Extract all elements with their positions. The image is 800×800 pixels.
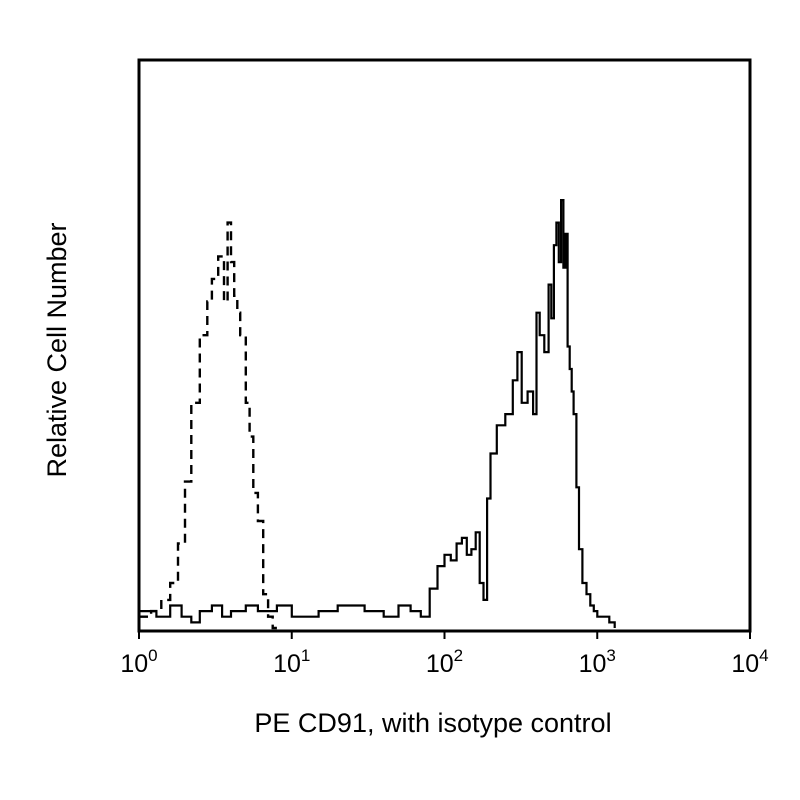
x-tick-label: 104 [731, 646, 768, 678]
x-tick-label: 100 [120, 646, 157, 678]
isotype-control-histogram [139, 221, 277, 630]
x-tick-label: 103 [579, 646, 616, 678]
x-tick-label: 101 [273, 646, 310, 678]
series-layer [139, 199, 616, 630]
x-tick-label: 102 [426, 646, 463, 678]
x-axis-label: PE CD91, with isotype control [254, 708, 611, 738]
x-axis-ticks: 100 101 102 103 104 [120, 631, 769, 678]
plot-frame [137, 58, 752, 633]
cd91-histogram [139, 199, 616, 628]
y-axis-label: Relative Cell Number [42, 222, 72, 477]
